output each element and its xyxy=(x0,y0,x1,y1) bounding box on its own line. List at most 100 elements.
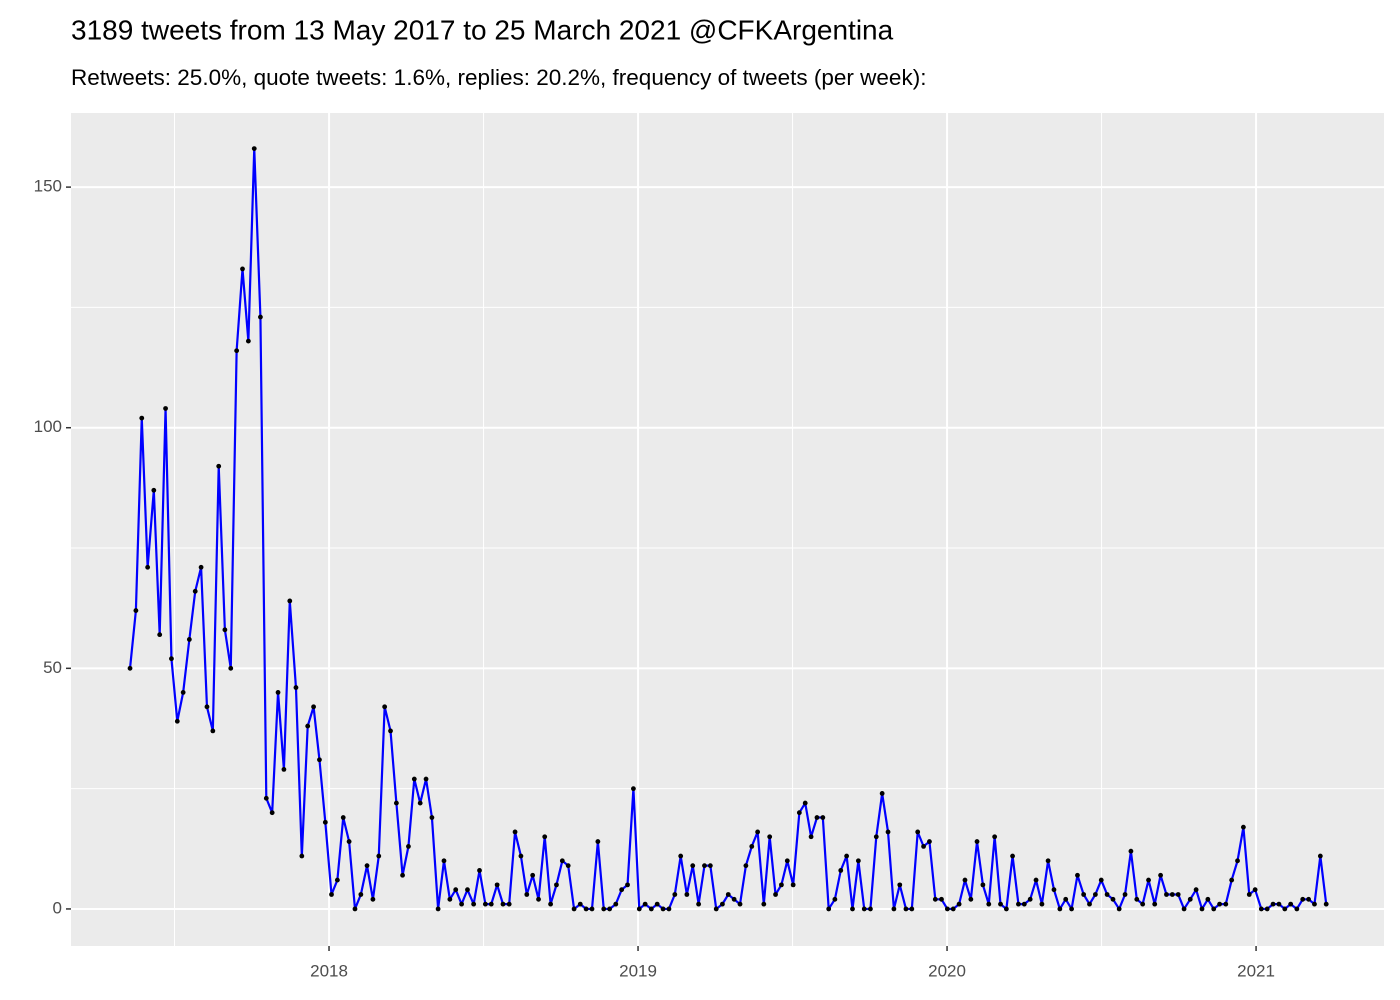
data-point xyxy=(1063,896,1069,902)
data-point xyxy=(269,810,275,816)
data-point xyxy=(1075,872,1080,878)
data-point xyxy=(796,810,802,816)
data-point xyxy=(992,834,998,840)
data-point xyxy=(1146,877,1151,883)
data-point xyxy=(222,627,228,633)
data-point xyxy=(530,872,536,878)
data-point xyxy=(358,892,364,897)
x-tick-label: 2020 xyxy=(928,961,966,980)
data-point xyxy=(151,487,157,493)
data-point xyxy=(1317,853,1323,859)
data-point xyxy=(1211,906,1217,912)
data-point xyxy=(157,632,163,638)
data-point xyxy=(642,901,648,907)
data-point xyxy=(441,858,447,864)
data-point xyxy=(713,906,719,912)
data-point xyxy=(814,815,820,820)
data-point xyxy=(429,815,435,820)
data-point xyxy=(844,853,850,859)
data-point xyxy=(1140,901,1146,907)
data-point xyxy=(340,815,346,820)
data-point xyxy=(133,608,139,613)
data-point xyxy=(956,901,962,907)
data-point xyxy=(1057,906,1063,912)
data-point xyxy=(950,906,956,912)
data-point xyxy=(559,858,565,864)
data-point xyxy=(773,892,778,897)
data-point xyxy=(1021,901,1027,907)
data-point xyxy=(1122,892,1128,897)
data-point xyxy=(1110,896,1116,902)
data-point xyxy=(944,906,950,912)
data-point xyxy=(198,564,204,570)
data-point xyxy=(838,868,844,873)
data-point xyxy=(1288,901,1294,907)
data-point xyxy=(275,689,281,695)
data-point xyxy=(1164,892,1169,897)
data-point xyxy=(631,786,636,792)
data-point xyxy=(832,896,838,902)
data-point xyxy=(932,896,938,902)
data-point xyxy=(1276,901,1282,907)
chart-title: 3189 tweets from 13 May 2017 to 25 March… xyxy=(71,14,894,45)
data-point xyxy=(127,665,133,671)
data-point xyxy=(423,776,429,782)
data-point xyxy=(939,896,944,902)
data-point xyxy=(1087,901,1092,907)
data-point xyxy=(897,882,903,888)
data-point xyxy=(1258,906,1264,912)
data-point xyxy=(1051,887,1057,893)
data-point xyxy=(720,901,725,907)
data-point xyxy=(636,906,642,912)
data-point xyxy=(873,834,879,840)
data-point xyxy=(607,906,613,912)
data-point xyxy=(1081,892,1087,897)
data-point xyxy=(855,858,861,864)
data-point xyxy=(731,896,737,902)
data-point xyxy=(1169,892,1175,897)
data-point xyxy=(382,704,388,710)
data-point xyxy=(601,906,607,912)
data-point xyxy=(654,901,660,907)
data-point xyxy=(761,901,767,907)
data-point xyxy=(1175,892,1181,897)
data-point xyxy=(400,872,405,878)
data-point xyxy=(1229,877,1235,883)
data-point xyxy=(1116,906,1122,912)
data-point xyxy=(767,834,773,840)
data-point xyxy=(1264,906,1270,912)
data-point xyxy=(861,906,867,912)
data-point xyxy=(393,800,399,806)
data-point xyxy=(998,901,1003,907)
data-point xyxy=(228,665,234,671)
data-point xyxy=(808,834,814,840)
data-point xyxy=(512,829,518,835)
data-point xyxy=(1098,877,1104,883)
data-point xyxy=(186,637,192,642)
data-point xyxy=(850,906,855,912)
data-point xyxy=(702,863,707,869)
data-point xyxy=(1306,896,1312,902)
data-point xyxy=(743,863,749,869)
data-point xyxy=(1069,906,1074,912)
data-point xyxy=(1240,824,1246,830)
data-point xyxy=(251,146,257,152)
data-point xyxy=(471,901,477,907)
data-point xyxy=(696,901,702,907)
data-point xyxy=(755,829,761,835)
data-point xyxy=(317,757,322,763)
data-point xyxy=(1252,887,1258,893)
data-point xyxy=(488,901,494,907)
data-point xyxy=(500,901,506,907)
data-point xyxy=(204,704,210,710)
data-point xyxy=(1312,901,1317,907)
data-point xyxy=(725,892,731,897)
data-point xyxy=(406,843,411,849)
data-point xyxy=(370,896,376,902)
data-point xyxy=(548,901,553,907)
data-point xyxy=(790,882,796,888)
data-point xyxy=(660,906,666,912)
data-point xyxy=(571,906,577,912)
data-point xyxy=(1300,896,1306,902)
